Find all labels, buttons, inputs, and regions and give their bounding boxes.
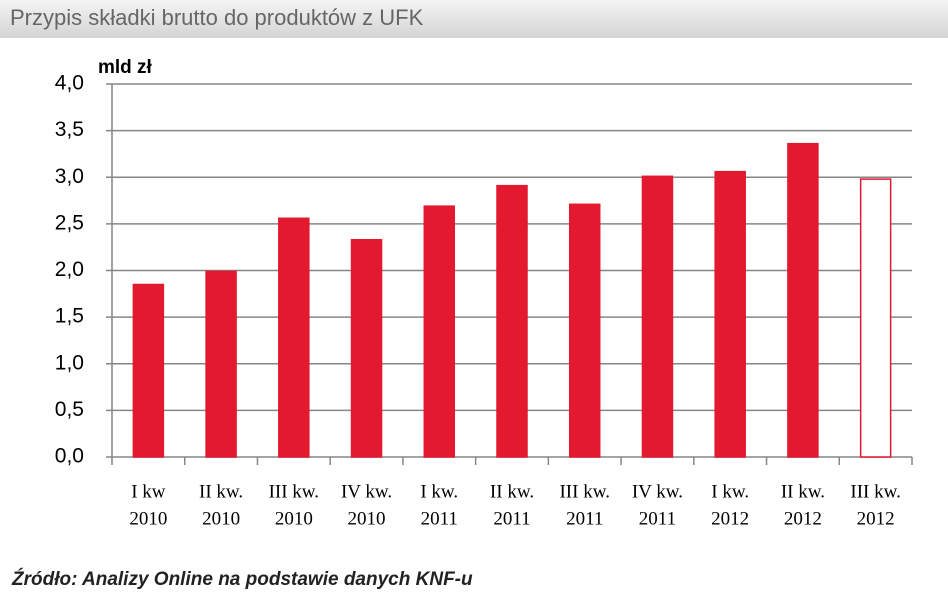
y-tick-label: 2,5	[55, 211, 84, 234]
bar	[423, 205, 456, 458]
x-tick-label: III kw.	[269, 481, 319, 502]
x-tick-label: 2012	[857, 508, 895, 529]
y-tick-label: 1,0	[55, 351, 84, 374]
x-tick-label: 2012	[711, 508, 749, 529]
x-tick-label: 2010	[275, 508, 313, 529]
x-tick-label: I kw.	[420, 481, 458, 502]
y-tick-label: 3,0	[55, 165, 84, 188]
bar	[132, 283, 165, 458]
y-tick-label: 2,0	[55, 258, 84, 281]
title-bar	[0, 0, 948, 38]
x-tick-label: 2011	[421, 508, 458, 529]
x-tick-label: II kw.	[199, 481, 243, 502]
x-tick-label: IV kw.	[341, 481, 392, 502]
y-tick-label: 4,0	[55, 72, 84, 95]
x-tick-label: 2012	[784, 508, 822, 529]
y-tick-label: 3,5	[55, 118, 84, 141]
x-tick-label: IV kw.	[632, 481, 683, 502]
bar	[787, 142, 819, 458]
bar	[641, 175, 674, 458]
x-tick-label: III kw.	[850, 481, 900, 502]
bar	[859, 178, 892, 458]
x-tick-label: II kw.	[490, 481, 534, 502]
y-axis-label: mld zł	[98, 57, 153, 78]
x-tick-label: 2010	[348, 508, 386, 529]
y-tick-label: 1,5	[55, 305, 84, 328]
x-tick-label: 2011	[493, 508, 530, 529]
x-tick-label: III kw.	[559, 481, 609, 502]
chart-title: Przypis składki brutto do produktów z UF…	[10, 5, 424, 30]
x-tick-label: 2011	[639, 508, 676, 529]
y-tick-label: 0,5	[55, 398, 84, 421]
bar	[205, 270, 237, 458]
x-tick-label: 2010	[129, 508, 167, 529]
bar	[568, 203, 601, 458]
x-tick-label: I kw.	[711, 481, 749, 502]
x-tick-label: II kw.	[781, 481, 825, 502]
x-tick-label: 2011	[566, 508, 603, 529]
source: Źródło: Analizy Online na podstawie dany…	[11, 568, 473, 590]
bar	[496, 184, 528, 458]
x-tick-label: 2010	[202, 508, 240, 529]
x-tick-label: I kw	[131, 481, 166, 502]
bar	[278, 217, 310, 458]
bar	[350, 238, 383, 458]
y-tick-label: 0,0	[55, 445, 84, 468]
bar	[714, 170, 746, 458]
